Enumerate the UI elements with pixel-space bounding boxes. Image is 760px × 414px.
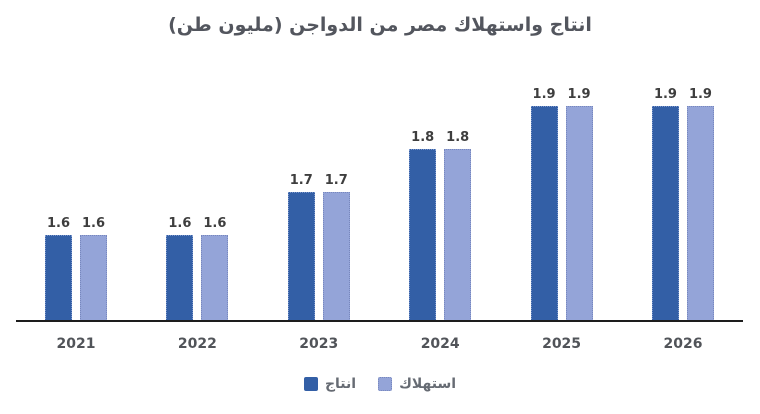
bar-consumption [565,106,593,321]
bar-column-consumption: 1.6 [201,216,229,321]
bar-column-consumption: 1.8 [444,130,472,321]
x-axis-label: 2022 [177,336,217,352]
value-label: 1.9 [567,87,591,102]
x-axis-label: 2026 [663,336,703,352]
legend-label-consumption: استهلاك [399,376,457,392]
legend-item-production: انتاج [303,376,357,392]
bar-column-production: 1.9 [530,87,558,321]
bar-production [45,235,72,321]
value-label: 1.8 [446,130,470,145]
bar-group: 1.6 1.6 [45,217,107,321]
bar-consumption [201,235,229,321]
bar-column-production: 1.8 [409,130,437,321]
x-axis-labels: 2021 2022 2023 2024 2025 2026 [45,336,714,352]
bar-production [287,192,315,321]
value-label: 1.6 [46,216,71,231]
bar-consumption [322,192,350,321]
bar-column-production: 1.9 [651,87,679,321]
x-axis-label: 2023 [299,336,339,352]
value-label: 1.6 [203,216,227,231]
bar-column-consumption: 1.6 [80,217,107,321]
bar-consumption [686,106,714,321]
legend: انتاج استهلاك [0,377,760,391]
bar-column-consumption: 1.9 [686,87,714,321]
x-axis-label: 2021 [56,336,96,352]
value-label: 1.6 [81,216,106,231]
x-axis-line [16,320,743,322]
bar-group: 1.6 1.6 [166,216,229,321]
bar-production [409,149,437,321]
bar-consumption [444,149,472,321]
value-label: 1.7 [324,173,348,188]
value-label: 1.9 [688,87,712,102]
value-label: 1.9 [653,87,677,102]
bar-group: 1.7 1.7 [287,173,350,321]
x-axis-label: 2024 [420,336,460,352]
bar-group: 1.9 1.9 [651,87,714,321]
bar-group: 1.8 1.8 [409,130,472,321]
legend-swatch-production [303,377,318,391]
bar-consumption [80,235,107,321]
bar-column-production: 1.7 [287,173,315,321]
bar-group: 1.9 1.9 [530,87,593,321]
legend-label-production: انتاج [324,376,357,392]
value-label: 1.7 [289,173,313,188]
bar-column-consumption: 1.9 [565,87,593,321]
legend-item-consumption: استهلاك [378,377,456,391]
plot-area: 1.6 1.6 1.6 1.6 1.7 1.7 1.8 1.8 1.9 1.9 1.9 1.9 [45,63,714,321]
chart-title: انتاج واستهلاك مصر من الدواجن (مليون طن) [168,14,592,36]
value-label: 1.9 [532,87,556,102]
bar-production [651,106,679,321]
bar-column-production: 1.6 [166,216,194,321]
bar-production [166,235,194,321]
bar-column-consumption: 1.7 [322,173,350,321]
value-label: 1.8 [411,130,435,145]
bar-production [530,106,558,321]
bar-column-production: 1.6 [45,217,72,321]
value-label: 1.6 [168,216,192,231]
legend-swatch-consumption [378,377,393,391]
x-axis-label: 2025 [542,336,582,352]
